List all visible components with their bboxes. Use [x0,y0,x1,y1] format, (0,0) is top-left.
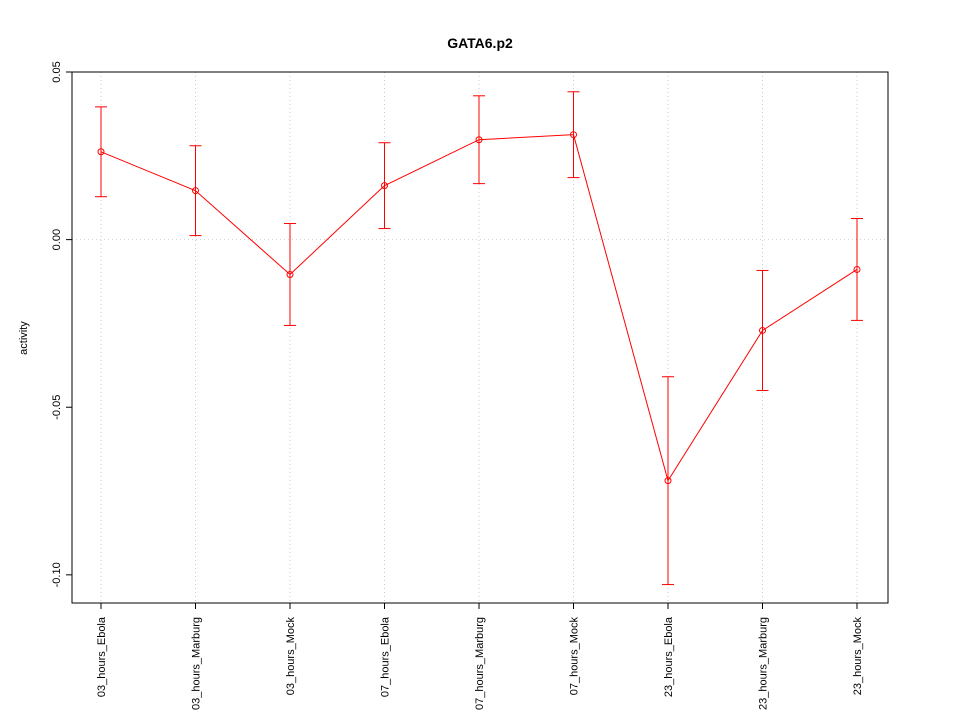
point [475,136,483,144]
error-bar [378,142,391,230]
x-tick-label: 23_hours_Marburg [758,617,770,710]
x-tick-label: 03_hours_Mock [285,617,297,696]
error-bar [473,95,485,185]
error-bar [851,217,863,321]
point [192,187,199,195]
x-tick-label: 03_hours_Marburg [191,617,203,710]
error-bar [662,376,674,586]
error-bar [567,91,580,179]
y-tick-label: 0.05 [51,61,63,82]
point [97,148,105,156]
x-tick-label: 23_hours_Ebola [663,616,675,697]
x-tick-label: 23_hours_Mock [852,617,864,696]
error-bar [756,269,769,391]
x-tick-label: 07_hours_Ebola [380,616,392,697]
x-tick-label: 07_hours_Mock [569,617,581,696]
y-axis-label: activity [18,321,30,355]
point [570,131,577,139]
y-tick-label: -0.10 [51,562,63,587]
point [759,326,766,334]
plot-frame [71,71,889,604]
point [381,182,388,190]
point [853,265,861,273]
error-bar [284,223,296,326]
error-bar [95,106,107,198]
x-tick-label: 03_hours_Ebola [96,616,108,697]
y-tick-label: 0.00 [51,229,63,250]
x-tick-label: 07_hours_Marburg [474,617,486,710]
y-tick-label: -0.05 [51,395,63,420]
point [286,270,294,278]
error-bar [189,145,202,237]
chart-title: GATA6.p2 [447,35,513,51]
point [664,477,672,485]
